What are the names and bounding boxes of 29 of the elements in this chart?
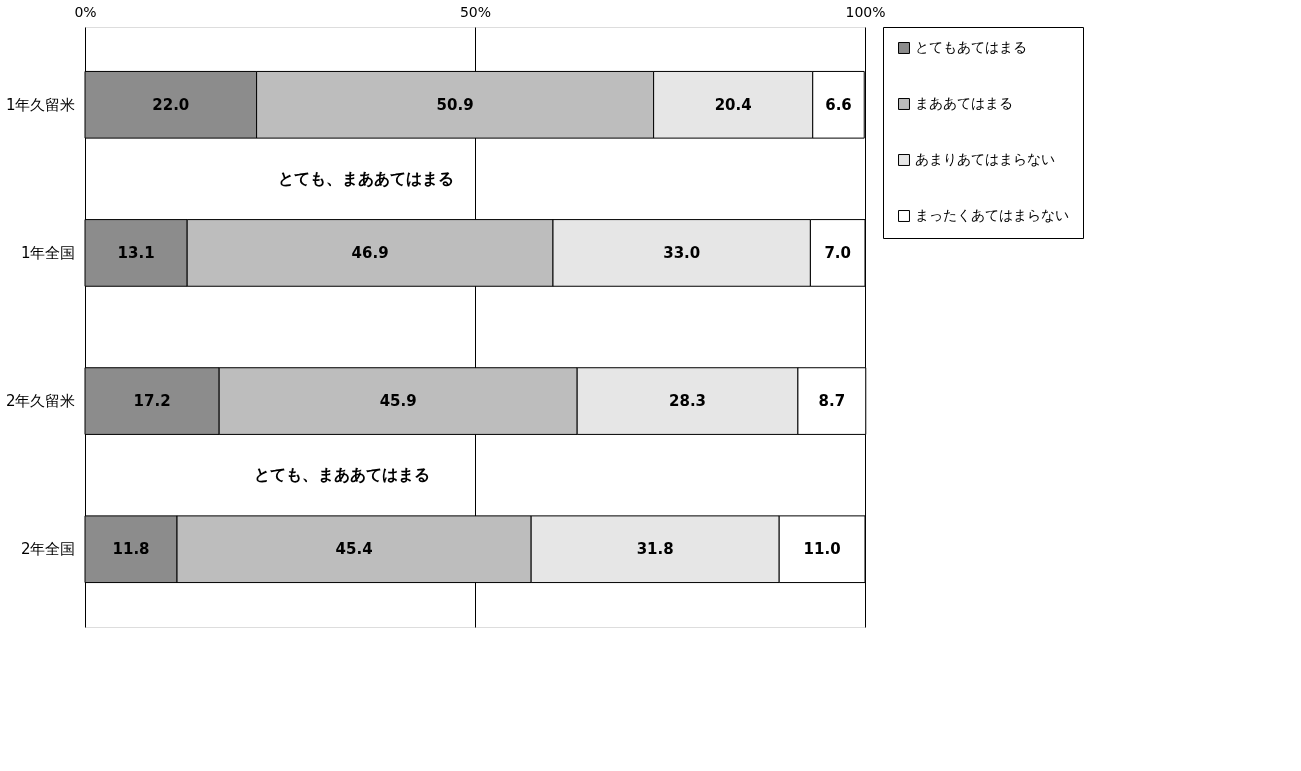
y-tick-label: 1年全国 [20, 243, 76, 262]
data-label: 33.0 [663, 243, 701, 262]
y-tick-label: 1年久留米 [5, 95, 76, 114]
data-label: 13.1 [117, 243, 155, 262]
legend-label: まああてはまる [915, 95, 1013, 111]
data-label: 6.6 [825, 95, 852, 114]
legend-label: とてもあてはまる [915, 39, 1027, 55]
annotation: とても、まああてはまる [254, 465, 431, 485]
data-label: 46.9 [351, 243, 389, 262]
legend-label: あまりあてはまらない [915, 151, 1055, 167]
data-label: 45.4 [335, 540, 373, 559]
y-tick-label: 2年久留米 [5, 392, 76, 411]
data-label: 17.2 [133, 392, 171, 411]
y-tick-label: 2年全国 [20, 540, 76, 559]
data-label: 22.0 [152, 95, 190, 114]
data-label: 20.4 [714, 95, 752, 114]
legend-label: まったくあてはまらない [915, 207, 1069, 223]
x-tick-label: 100% [845, 3, 886, 20]
data-label: 11.8 [112, 540, 150, 559]
data-label: 8.7 [818, 392, 846, 411]
data-label: 28.3 [669, 392, 707, 411]
annotation: とても、まああてはまる [277, 168, 454, 188]
data-label: 11.0 [803, 540, 841, 559]
data-label: 45.9 [379, 392, 417, 411]
x-tick-label: 0% [74, 3, 97, 20]
data-label: 50.9 [436, 95, 474, 114]
data-label: 7.0 [824, 243, 851, 262]
data-label: 31.8 [636, 540, 674, 559]
x-tick-label: 50% [459, 3, 492, 20]
